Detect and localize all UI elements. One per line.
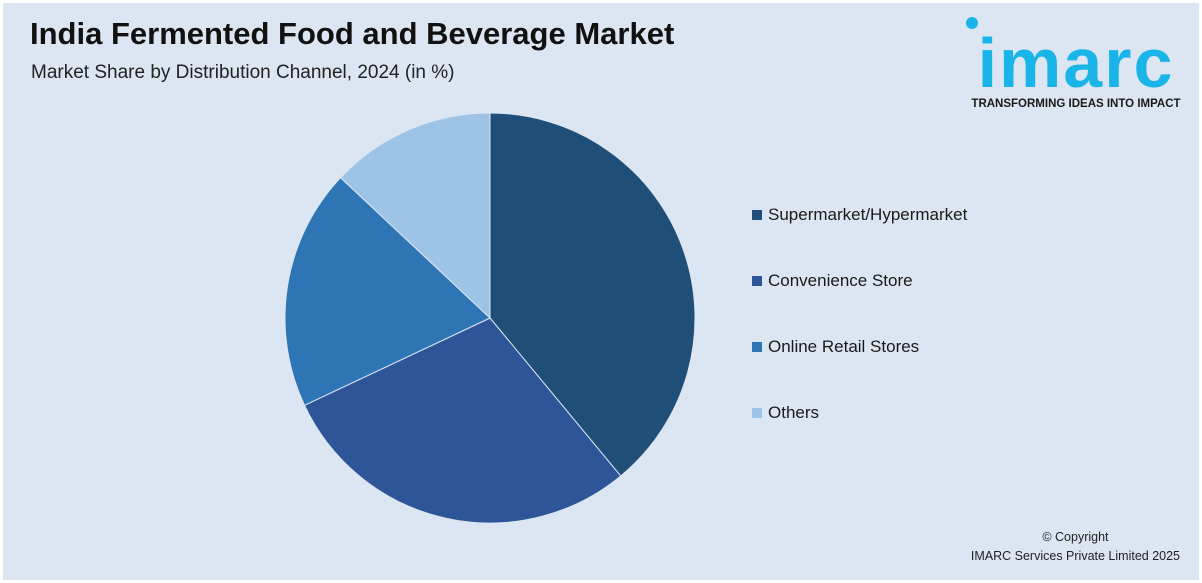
- legend-item: Supermarket/Hypermarket: [752, 204, 967, 226]
- legend-item: Others: [752, 402, 819, 424]
- chart-title: India Fermented Food and Beverage Market: [30, 16, 675, 51]
- pie-slice-others: [339, 112, 491, 320]
- legend-swatch: [752, 209, 762, 220]
- legend-swatch: [752, 407, 762, 418]
- pie-slice-supermarket-hypermarket: [489, 112, 696, 477]
- logo-dot-icon: [966, 17, 978, 29]
- logo-wordmark: imarc: [977, 24, 1175, 102]
- legend-swatch: [752, 341, 762, 352]
- logo-tagline: TRANSFORMING IDEAS INTO IMPACT: [971, 98, 1181, 110]
- legend-label: Supermarket/Hypermarket: [768, 205, 968, 224]
- legend-label: Convenience Store: [768, 271, 913, 290]
- legend-label: Others: [768, 403, 820, 422]
- legend-swatch: [752, 275, 762, 286]
- imarc-logo: imarc TRANSFORMING IDEAS INTO IMPACT: [958, 14, 1194, 114]
- copyright-line-2: IMARC Services Private Limited 2025: [970, 549, 1180, 563]
- legend-label: Online Retail Stores: [768, 337, 920, 356]
- legend-item: Convenience Store: [752, 270, 913, 292]
- pie-slice-online-retail-stores: [284, 176, 491, 406]
- pie-slice-convenience-store: [303, 317, 622, 524]
- legend-item: Online Retail Stores: [752, 336, 919, 358]
- copyright-notice: © Copyright IMARC Services Private Limit…: [971, 528, 1180, 566]
- chart-subtitle: Market Share by Distribution Channel, 20…: [31, 62, 455, 83]
- copyright-line-1: © Copyright: [1042, 530, 1109, 544]
